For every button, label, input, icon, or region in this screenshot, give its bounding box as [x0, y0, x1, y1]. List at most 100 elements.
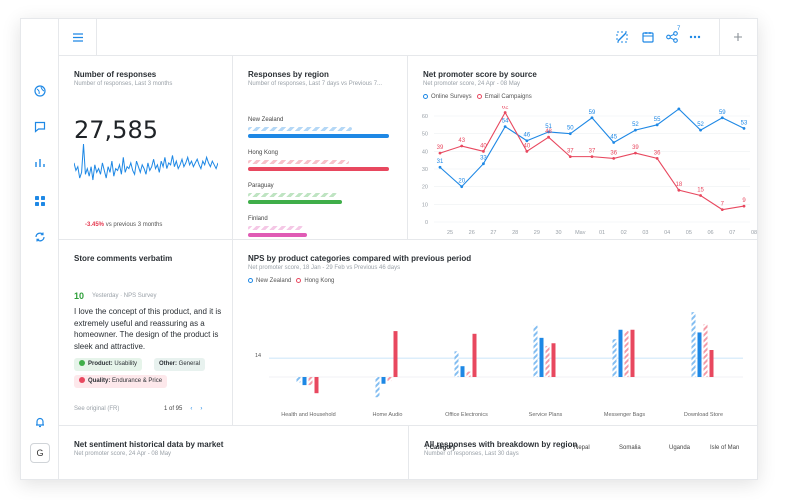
series-point [699, 194, 702, 197]
prev-page-icon[interactable]: ‹ [190, 406, 193, 412]
magic-wand-icon[interactable] [615, 30, 629, 44]
chat-icon[interactable] [32, 119, 48, 135]
plus-icon [734, 33, 742, 41]
bar-chart-icon[interactable] [32, 155, 48, 171]
x-tick-label: 07 [729, 230, 735, 234]
column-header-somalia[interactable]: Somalia [619, 445, 641, 451]
bar-current [539, 337, 544, 377]
responses-panel: Number of responses Number of responses,… [59, 56, 233, 240]
series-point [460, 144, 464, 148]
comment-score: 10 [74, 291, 85, 301]
point-label: 9 [742, 198, 746, 204]
chip-label: Product: [88, 361, 113, 367]
region-label: Hong Kong [248, 150, 279, 156]
series-point [568, 155, 572, 159]
series-point [547, 135, 550, 139]
point-label: 64 [676, 106, 683, 107]
point-label: 59 [589, 110, 596, 116]
series-point [677, 188, 681, 192]
series-point [503, 111, 507, 114]
nps-source-panel: Net promoter score by source Net promote… [408, 56, 757, 240]
series-point [699, 128, 702, 132]
dashboard-grid-icon[interactable] [32, 193, 48, 209]
y-tick-label: 50 [422, 132, 428, 138]
panel-subtitle: Number of responses, Last 7 days vs Prev… [248, 81, 383, 87]
point-label: 40 [480, 143, 487, 149]
chart-legend: Online Surveys Email Campaigns [423, 94, 532, 100]
calendar-icon[interactable] [641, 30, 655, 44]
point-label: 51 [545, 124, 552, 130]
share-count-badge: 7 [677, 26, 681, 32]
breakdown-panel: All responses with breakdown by region N… [409, 426, 757, 479]
point-label: 48 [545, 129, 552, 135]
responses-delta: -3.45% vs previous 3 months [85, 222, 162, 228]
chip-value: Usability [114, 361, 138, 367]
responses-sparkline [74, 143, 218, 181]
series-point [634, 151, 637, 155]
column-header-uganda[interactable]: Uganda [669, 445, 691, 451]
point-label: 33 [480, 156, 487, 162]
panel-title: NPS by product categories compared with … [248, 254, 472, 263]
legend-swatch-hk [296, 278, 302, 283]
tag-chip-product[interactable]: Product: Usability [74, 358, 143, 371]
column-header-isle-of-man[interactable]: Isle of Man [710, 445, 740, 451]
user-avatar[interactable]: G [30, 443, 50, 463]
point-label: 20 [458, 179, 465, 185]
next-page-icon[interactable]: › [200, 406, 203, 412]
region-label: Finland [248, 216, 268, 222]
comment-pager: 1 of 95 ‹ › [164, 406, 202, 412]
panel-subtitle: Net promoter score, 24 Apr - 08 May [74, 451, 172, 457]
chip-label: Other: [159, 361, 177, 367]
comments-panel: Store comments verbatim 10 Yesterday · N… [59, 240, 233, 426]
bell-icon[interactable] [32, 414, 48, 430]
column-label: Category [429, 445, 456, 451]
series-point [438, 165, 442, 169]
bar-previous [387, 377, 392, 382]
bar-current [472, 333, 477, 377]
see-original-link[interactable]: See original (FR) [74, 406, 120, 412]
series-point [438, 151, 442, 155]
top-bar: 7 [59, 19, 757, 56]
add-widget-button[interactable] [719, 19, 757, 56]
point-label: 39 [632, 145, 639, 151]
region-bar-previous [248, 226, 303, 230]
tag-chip-quality[interactable]: Quality: Endurance & Price [74, 375, 168, 388]
menu-button[interactable] [59, 19, 97, 56]
bar-previous [454, 351, 459, 377]
delta-text: vs previous 3 months [105, 222, 163, 228]
sync-icon[interactable] [32, 229, 48, 245]
point-label: 7 [721, 202, 725, 208]
chart-legend: New Zealand Hong Kong [248, 278, 334, 284]
tag-chip-other[interactable]: Other: General [154, 358, 206, 371]
reference-label: 14 [255, 353, 261, 359]
region-bar-current [248, 167, 390, 171]
series-point [568, 132, 572, 136]
share-icon[interactable] [665, 30, 679, 44]
bar-current [302, 377, 307, 386]
panel-title: Net sentiment historical data by market [74, 440, 224, 449]
panel-subtitle: Number of responses, Last 30 days [424, 451, 519, 457]
bar-current [393, 331, 398, 377]
x-tick-label: 30 [556, 230, 562, 234]
bar-previous [466, 371, 471, 377]
point-label: 53 [741, 120, 748, 126]
point-label: 31 [437, 159, 444, 165]
panel-subtitle: Number of responses, Last 3 months [74, 81, 173, 87]
point-label: 45 [610, 135, 617, 141]
legend-email-campaigns: Email Campaigns [484, 94, 532, 101]
point-label: 37 [567, 149, 574, 155]
bar-previous [691, 312, 696, 377]
category-label: Health and Household [281, 412, 335, 418]
column-header-nepal[interactable]: Nepal [574, 445, 590, 451]
more-options-icon[interactable] [688, 30, 702, 44]
delta-value: -3.45% [85, 222, 105, 228]
y-tick-label: 0 [425, 220, 428, 226]
bar-previous [545, 345, 550, 377]
globe-icon[interactable] [32, 83, 48, 99]
legend-new-zealand: New Zealand [256, 278, 292, 285]
chip-value: General [178, 361, 201, 367]
series-point [677, 107, 681, 111]
category-label: Service Plans [529, 412, 563, 418]
column-header-category[interactable]: ↕ Category [425, 445, 456, 451]
bar-previous [612, 339, 617, 377]
